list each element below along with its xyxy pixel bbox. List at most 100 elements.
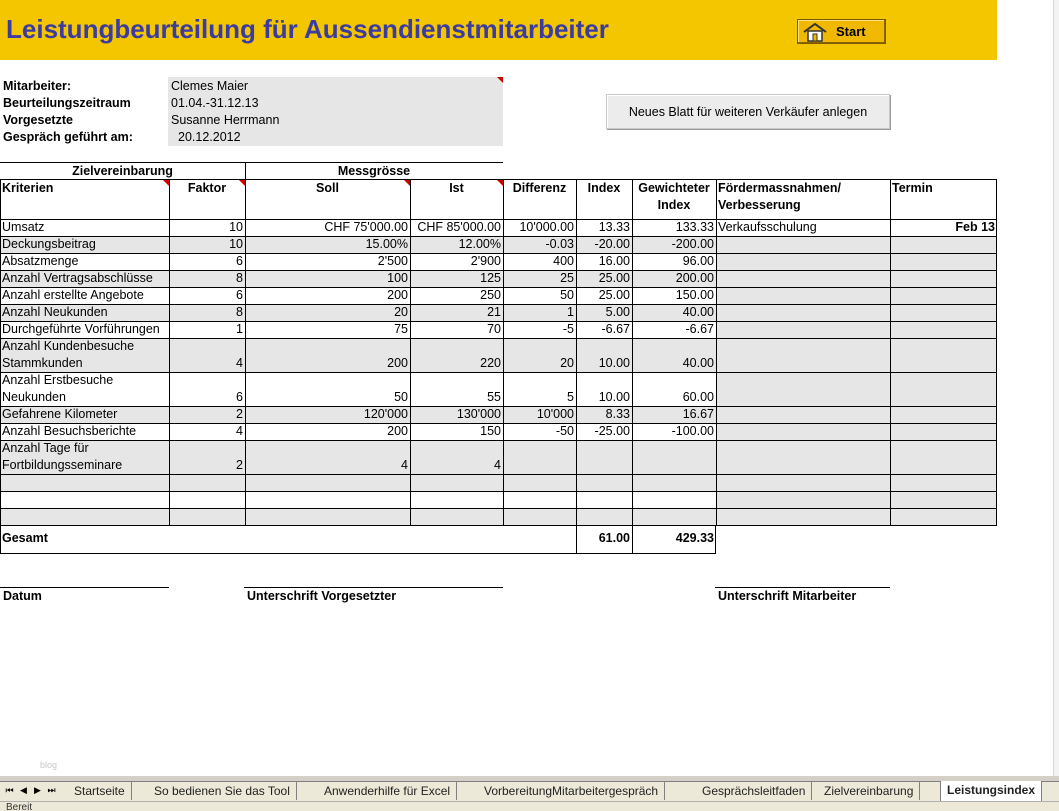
difference-cell[interactable]: 400 — [553, 254, 574, 268]
difference-cell[interactable]: -50 — [555, 424, 574, 438]
criterion-cell[interactable]: Deckungsbeitrag — [2, 237, 96, 251]
target-cell[interactable] — [245, 508, 410, 525]
deadline-cell[interactable] — [890, 236, 997, 253]
criterion-cell[interactable]: Anzahl Neukunden — [2, 305, 108, 319]
weighted-index-cell[interactable]: 96.00 — [682, 254, 714, 268]
difference-cell[interactable]: 1 — [567, 305, 574, 319]
factor-cell[interactable]: 6 — [236, 254, 243, 268]
deadline-cell[interactable] — [890, 440, 997, 474]
target-cell[interactable] — [245, 491, 410, 508]
sheet-tab-anwenderhilfe-für-excel[interactable]: Anwenderhilfe für Excel — [318, 782, 458, 800]
difference-cell[interactable] — [503, 491, 576, 508]
criterion-cell[interactable]: Gefahrene Kilometer — [2, 407, 118, 421]
new-sheet-button[interactable]: Neues Blatt für weiteren Verkäufer anleg… — [606, 94, 890, 129]
target-cell[interactable]: 75 — [394, 322, 408, 336]
weighted-index-cell[interactable]: -6.67 — [685, 322, 715, 336]
difference-cell[interactable]: 50 — [560, 288, 574, 302]
deadline-cell[interactable] — [890, 474, 997, 491]
actual-cell[interactable] — [410, 508, 503, 525]
weighted-index-cell[interactable] — [632, 440, 716, 474]
target-cell[interactable]: 200 — [387, 356, 408, 370]
factor-cell[interactable]: 6 — [236, 390, 243, 404]
nav-next-icon[interactable]: ▶ — [34, 785, 41, 795]
difference-cell[interactable] — [503, 508, 576, 525]
actual-cell[interactable] — [410, 474, 503, 491]
index-cell[interactable] — [576, 474, 632, 491]
criterion-cell[interactable]: Anzahl Besuchsberichte — [2, 424, 137, 438]
deadline-cell[interactable] — [890, 491, 997, 508]
target-cell[interactable]: 200 — [387, 424, 408, 438]
index-cell[interactable]: 8.33 — [605, 407, 630, 421]
target-cell[interactable]: 15.00% — [365, 237, 408, 251]
deadline-cell[interactable]: Feb 13 — [955, 220, 995, 234]
target-cell[interactable] — [245, 474, 410, 491]
deadline-cell[interactable] — [890, 338, 997, 372]
measure-cell[interactable] — [716, 304, 890, 321]
start-button[interactable]: Start — [797, 19, 886, 44]
index-cell[interactable]: 5.00 — [605, 305, 630, 319]
actual-cell[interactable] — [410, 491, 503, 508]
factor-cell[interactable]: 10 — [229, 220, 243, 234]
index-cell[interactable]: -25.00 — [594, 424, 630, 438]
actual-cell[interactable]: CHF 85'000.00 — [417, 220, 501, 234]
actual-cell[interactable]: 4 — [494, 458, 501, 472]
factor-cell[interactable] — [169, 474, 245, 491]
deadline-cell[interactable] — [890, 508, 997, 525]
actual-cell[interactable]: 2'900 — [470, 254, 501, 268]
difference-cell[interactable]: 25 — [560, 271, 574, 285]
nav-prev-icon[interactable]: ◀ — [20, 785, 27, 795]
vertical-scroll-edge[interactable] — [1053, 0, 1059, 776]
factor-cell[interactable]: 2 — [236, 458, 243, 472]
criterion-cell[interactable] — [0, 508, 169, 525]
factor-cell[interactable]: 8 — [236, 305, 243, 319]
nav-last-icon[interactable]: ⏭ — [47, 785, 56, 795]
criterion-cell[interactable]: Anzahl Kundenbesuche — [2, 339, 135, 353]
deadline-cell[interactable] — [890, 372, 997, 406]
nav-first-icon[interactable]: ⏮ — [5, 785, 14, 795]
measure-cell[interactable] — [716, 236, 890, 253]
measure-cell[interactable] — [716, 508, 890, 525]
measure-cell[interactable]: Verkaufsschulung — [718, 220, 817, 234]
target-cell[interactable]: 4 — [401, 458, 408, 472]
period-value[interactable]: 01.04.-31.12.13 — [171, 96, 259, 110]
supervisor-value[interactable]: Susanne Herrmann — [171, 113, 280, 127]
actual-cell[interactable]: 150 — [480, 424, 501, 438]
measure-cell[interactable] — [716, 423, 890, 440]
deadline-cell[interactable] — [890, 253, 997, 270]
factor-cell[interactable] — [169, 491, 245, 508]
measure-cell[interactable] — [716, 474, 890, 491]
difference-cell[interactable]: -0.03 — [545, 237, 575, 251]
measure-cell[interactable] — [716, 253, 890, 270]
measure-cell[interactable] — [716, 491, 890, 508]
deadline-cell[interactable] — [890, 423, 997, 440]
index-cell[interactable] — [576, 508, 632, 525]
target-cell[interactable]: 120'000 — [363, 407, 408, 421]
sheet-tab-vorbereitungmitarbeitergespräch[interactable]: VorbereitungMitarbeitergespräch — [478, 782, 666, 800]
measure-cell[interactable] — [716, 440, 890, 474]
criterion-cell-line2[interactable]: Fortbildungsseminare — [2, 458, 123, 472]
measure-cell[interactable] — [716, 270, 890, 287]
difference-cell[interactable]: 20 — [560, 356, 574, 370]
factor-cell[interactable]: 10 — [229, 237, 243, 251]
index-cell[interactable]: -20.00 — [594, 237, 630, 251]
weighted-index-cell[interactable]: 40.00 — [682, 305, 714, 319]
difference-cell[interactable]: 5 — [567, 390, 574, 404]
criterion-cell[interactable]: Anzahl Tage für — [2, 441, 89, 455]
weighted-index-cell[interactable]: 16.67 — [682, 407, 714, 421]
criterion-cell[interactable]: Anzahl Erstbesuche — [2, 373, 114, 387]
difference-cell[interactable] — [503, 474, 576, 491]
difference-cell[interactable]: 10'000 — [536, 407, 574, 421]
measure-cell[interactable] — [716, 287, 890, 304]
weighted-index-cell[interactable] — [632, 491, 716, 508]
sheet-tab-leistungsindex[interactable]: Leistungsindex — [940, 781, 1043, 801]
criterion-cell[interactable]: Absatzmenge — [2, 254, 79, 268]
actual-cell[interactable]: 21 — [487, 305, 501, 319]
actual-cell[interactable]: 70 — [487, 322, 501, 336]
index-cell[interactable]: 10.00 — [598, 390, 630, 404]
actual-cell[interactable]: 55 — [487, 390, 501, 404]
factor-cell[interactable]: 4 — [236, 356, 243, 370]
criterion-cell-line2[interactable]: Stammkunden — [2, 356, 83, 370]
index-cell[interactable] — [576, 491, 632, 508]
criterion-cell[interactable]: Anzahl Vertragsabschlüsse — [2, 271, 153, 285]
target-cell[interactable]: 200 — [387, 288, 408, 302]
